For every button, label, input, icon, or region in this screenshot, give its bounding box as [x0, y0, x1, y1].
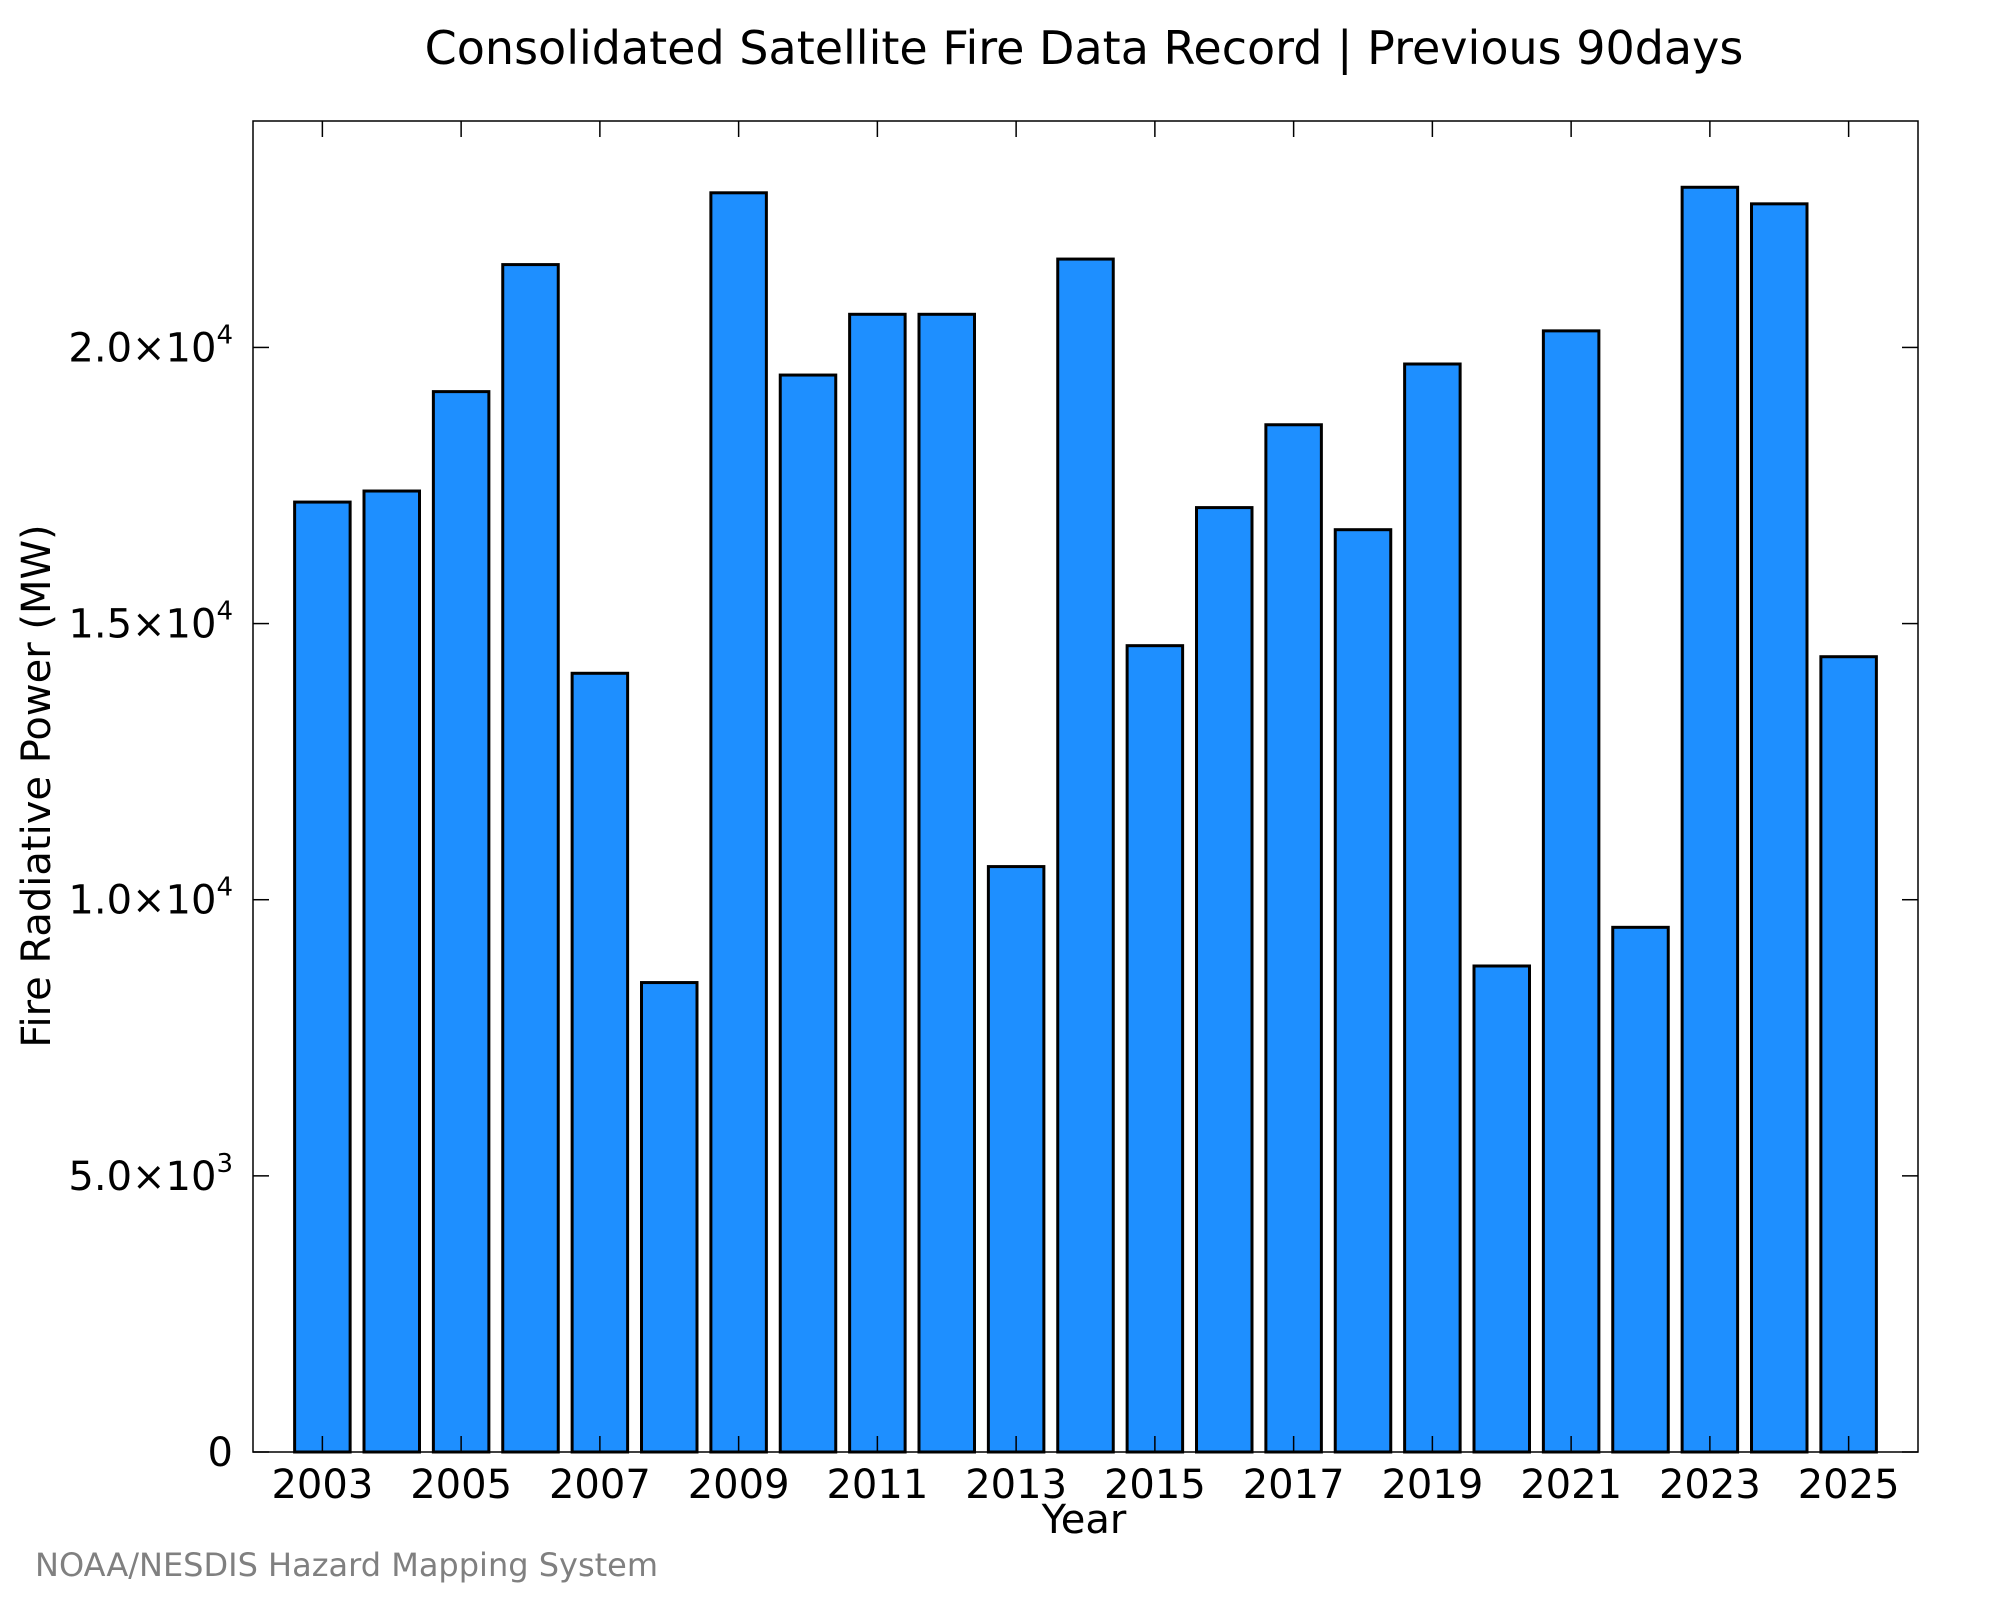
- x-tick-label: 2013: [965, 1462, 1067, 1508]
- y-axis-title: Fire Radiative Power (MW): [14, 524, 60, 1047]
- y-tick-labels: 0 5.0×103 1.0×104 1.5×104 2.0×104: [68, 320, 233, 1476]
- x-tick-label: 2003: [271, 1462, 373, 1508]
- bar-2010: [778, 373, 838, 1454]
- x-tick-label: 2019: [1381, 1462, 1483, 1508]
- ticks-group: [253, 121, 1918, 1453]
- bar-2007: [570, 671, 630, 1454]
- bar-2017: [1264, 423, 1323, 1454]
- x-tick-labels: 2003 2005 2007 2009 2011 2013 2015 2017 2019 2021…: [271, 1462, 1899, 1508]
- plot-frame: [252, 120, 1919, 1453]
- bar-2022: [1611, 925, 1670, 1454]
- x-tick-label: 2011: [826, 1462, 928, 1508]
- y-tick-label: 5.0×103: [68, 1149, 233, 1200]
- bar-2016: [1195, 506, 1254, 1454]
- x-tick-label: 2009: [688, 1462, 790, 1508]
- x-tick-label: 2015: [1104, 1462, 1206, 1508]
- bar-2019: [1403, 362, 1462, 1454]
- bar-2006: [501, 263, 560, 1454]
- x-axis-title: Year: [1041, 1497, 1127, 1543]
- y-tick-label: 1.0×104: [68, 873, 233, 924]
- x-tick-label: 2025: [1798, 1462, 1900, 1508]
- x-tick-label: 2005: [410, 1462, 512, 1508]
- bar-2025: [1819, 655, 1878, 1454]
- bar-2015: [1125, 644, 1185, 1454]
- chart-title: Consolidated Satellite Fire Data Record …: [425, 21, 1744, 76]
- bar-2018: [1333, 528, 1393, 1454]
- y-tick-label: 1.5×104: [68, 597, 233, 648]
- bar-2024: [1750, 202, 1809, 1454]
- x-tick-label: 2021: [1520, 1462, 1622, 1508]
- y-tick-label: 0: [208, 1430, 233, 1476]
- bar-2005: [431, 390, 491, 1454]
- x-tick-label: 2017: [1243, 1462, 1345, 1508]
- bar-2012: [917, 312, 976, 1454]
- credit-text: NOAA/NESDIS Hazard Mapping System: [35, 1546, 658, 1584]
- bars-group: [293, 185, 1878, 1454]
- bar-2004: [362, 489, 421, 1454]
- x-tick-label: 2007: [549, 1462, 651, 1508]
- bar-2008: [640, 981, 699, 1454]
- x-tick-label: 2023: [1659, 1462, 1761, 1508]
- bar-2014: [1056, 257, 1115, 1454]
- y-tick-label: 2.0×104: [68, 320, 233, 371]
- bar-2023: [1680, 185, 1740, 1454]
- bar-2020: [1472, 964, 1531, 1454]
- bar-2003: [293, 500, 352, 1454]
- bar-2009: [709, 191, 768, 1454]
- bar-2011: [848, 312, 907, 1454]
- bar-2013: [986, 865, 1046, 1454]
- bar-2021: [1541, 329, 1601, 1454]
